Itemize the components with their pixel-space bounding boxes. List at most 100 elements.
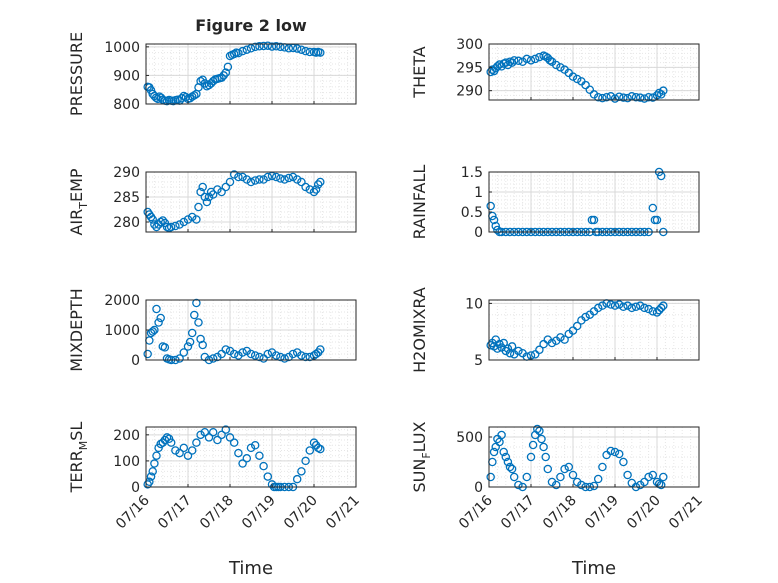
- data-point: [539, 339, 548, 349]
- subplot-air_temp: 280 285 290 AIRTEMP: [67, 165, 357, 236]
- data-point: [593, 474, 603, 484]
- data-point: [250, 441, 260, 450]
- data-point: [229, 49, 239, 59]
- data-point: [648, 93, 658, 102]
- data-point: [238, 348, 247, 357]
- data-point: [648, 470, 658, 480]
- data-point: [255, 451, 264, 460]
- data-point: [259, 41, 268, 51]
- data-point: [196, 76, 205, 86]
- data-point: [522, 472, 532, 482]
- axes-box: [488, 299, 700, 361]
- data-point: [503, 457, 513, 467]
- data-point: [614, 300, 624, 309]
- data-point: [154, 318, 163, 327]
- data-point: [288, 349, 298, 359]
- data-point: [545, 56, 555, 65]
- figure-title: Figure 2 low: [195, 16, 307, 35]
- data-point: [301, 456, 310, 466]
- data-point: [152, 451, 161, 460]
- data-point: [635, 301, 645, 310]
- data-point: [547, 338, 557, 348]
- x-axis-label-left: Time: [228, 558, 273, 579]
- data-point: [192, 438, 201, 447]
- x-tick-label: 07/16: [113, 492, 153, 532]
- data-point: [229, 170, 239, 179]
- data-point: [309, 187, 319, 197]
- data-point: [560, 335, 569, 344]
- data-point: [316, 444, 325, 454]
- y-tick-label: 0: [131, 480, 140, 496]
- y-tick-label: 1000: [104, 40, 140, 56]
- x-tick-label: 07/21: [323, 493, 363, 533]
- data-point: [183, 215, 193, 224]
- data-point: [246, 177, 256, 187]
- data-point: [229, 438, 239, 447]
- plot-area: [146, 427, 356, 487]
- data-point: [614, 449, 624, 459]
- data-point: [179, 217, 189, 227]
- data-point: [255, 42, 264, 51]
- data-point: [631, 302, 641, 312]
- data-point: [556, 333, 565, 342]
- data-point: [276, 42, 285, 52]
- data-point: [148, 467, 157, 476]
- data-point: [305, 47, 315, 57]
- data-point: [221, 425, 231, 434]
- data-point: [171, 221, 180, 231]
- data-point: [551, 480, 561, 490]
- data-point: [183, 342, 193, 351]
- data-point: [225, 177, 235, 187]
- x-tick-label: 07/19: [239, 493, 279, 533]
- data-point: [221, 68, 231, 77]
- subplot-sun_flux: 0 500 07/16 07/17 07/18 07/19 07/20 07/21 SUNFLU…: [410, 421, 706, 532]
- data-point: [491, 221, 500, 231]
- data-point: [208, 354, 218, 363]
- y-tick-label: 10: [465, 296, 483, 312]
- axes-box: [145, 43, 357, 105]
- data-point: [537, 434, 546, 444]
- data-point: [263, 472, 273, 481]
- data-point: [568, 470, 578, 480]
- data-point: [316, 345, 325, 354]
- data-point: [175, 448, 184, 458]
- data-point: [198, 340, 207, 350]
- data-point: [238, 172, 247, 182]
- data-point: [259, 461, 268, 471]
- data-point: [200, 192, 210, 202]
- data-point: [656, 303, 666, 313]
- data-point: [150, 325, 159, 335]
- data-point: [505, 462, 515, 472]
- data-point: [652, 308, 662, 317]
- data-point: [143, 349, 152, 359]
- data-point: [156, 313, 165, 323]
- data-point: [533, 424, 542, 434]
- data-point: [301, 352, 310, 362]
- data-point: [185, 337, 195, 347]
- data-point: [187, 328, 197, 338]
- subplot-rainfall: 0 0.5 1 1.5 RAINFALL: [410, 165, 700, 241]
- y-axis-label: SUNFLUX: [410, 421, 433, 492]
- data-point: [486, 472, 495, 482]
- data-point: [177, 94, 186, 103]
- data-point: [192, 298, 201, 308]
- data-point: [162, 433, 172, 442]
- data-point: [535, 345, 544, 355]
- data-point: [313, 443, 323, 453]
- axes-box: [488, 171, 700, 233]
- data-point: [217, 430, 226, 440]
- y-tick-label: 295: [456, 60, 483, 76]
- y-tick-label: 200: [113, 428, 140, 444]
- data-point: [572, 74, 582, 84]
- data-point: [503, 344, 513, 353]
- y-axis-label: RAINFALL: [410, 165, 429, 240]
- data-point: [309, 438, 319, 447]
- data-point: [530, 350, 540, 359]
- y-tick-label: 1000: [104, 323, 140, 339]
- data-point: [234, 172, 243, 182]
- data-point: [200, 427, 210, 437]
- data-point: [659, 472, 668, 482]
- data-point: [166, 222, 176, 232]
- data-point: [242, 45, 252, 54]
